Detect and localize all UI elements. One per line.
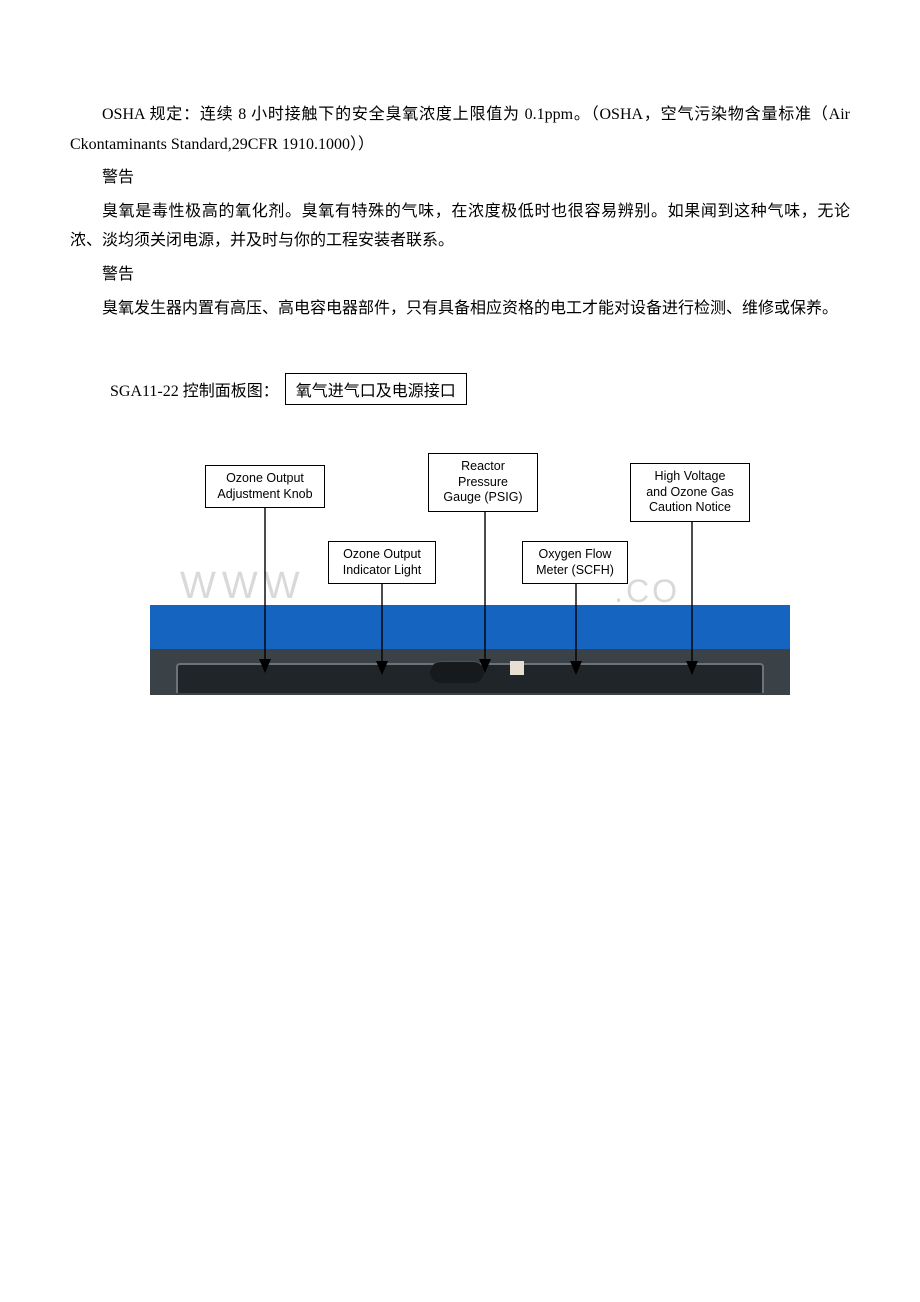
control-panel-diagram: WWW .CO Ozone Output Adjustment Knob Rea… (150, 445, 790, 695)
paragraph-warning-2: 警告 (70, 260, 850, 290)
arrow-oxygen-flow (566, 575, 586, 675)
diagram-title: SGA11-22 控制面板图： (110, 377, 279, 401)
arrow-ozone-adjust (255, 503, 275, 673)
paragraph-warning-1: 警告 (70, 163, 850, 193)
oxygen-inlet-label: 氧气进气口及电源接口 (285, 373, 467, 405)
arrow-ozone-indicator (372, 575, 392, 675)
paragraph-high-voltage: 臭氧发生器内置有高压、高电容电器部件，只有具备相应资格的电工才能对设备进行检测、… (70, 294, 850, 324)
arrow-reactor-pressure (475, 505, 495, 673)
callout-ozone-output-adjustment: Ozone Output Adjustment Knob (205, 465, 325, 508)
callout-reactor-pressure: Reactor Pressure Gauge (PSIG) (428, 453, 538, 512)
paragraph-osha: OSHA 规定：连续 8 小时接触下的安全臭氧浓度上限值为 0.1ppm。（OS… (70, 100, 850, 159)
arrow-high-voltage (682, 515, 702, 675)
paragraph-ozone-toxic: 臭氧是毒性极高的氧化剂。臭氧有特殊的气味，在浓度极低时也很容易辨别。如果闻到这种… (70, 197, 850, 256)
diagram-title-row: SGA11-22 控制面板图： 氧气进气口及电源接口 (70, 373, 850, 405)
panel-indicator (510, 661, 524, 675)
callout-oxygen-flow-meter: Oxygen Flow Meter (SCFH) (522, 541, 628, 584)
callout-ozone-output-indicator: Ozone Output Indicator Light (328, 541, 436, 584)
callout-high-voltage-notice: High Voltage and Ozone Gas Caution Notic… (630, 463, 750, 522)
watermark-text: WWW (180, 565, 306, 608)
